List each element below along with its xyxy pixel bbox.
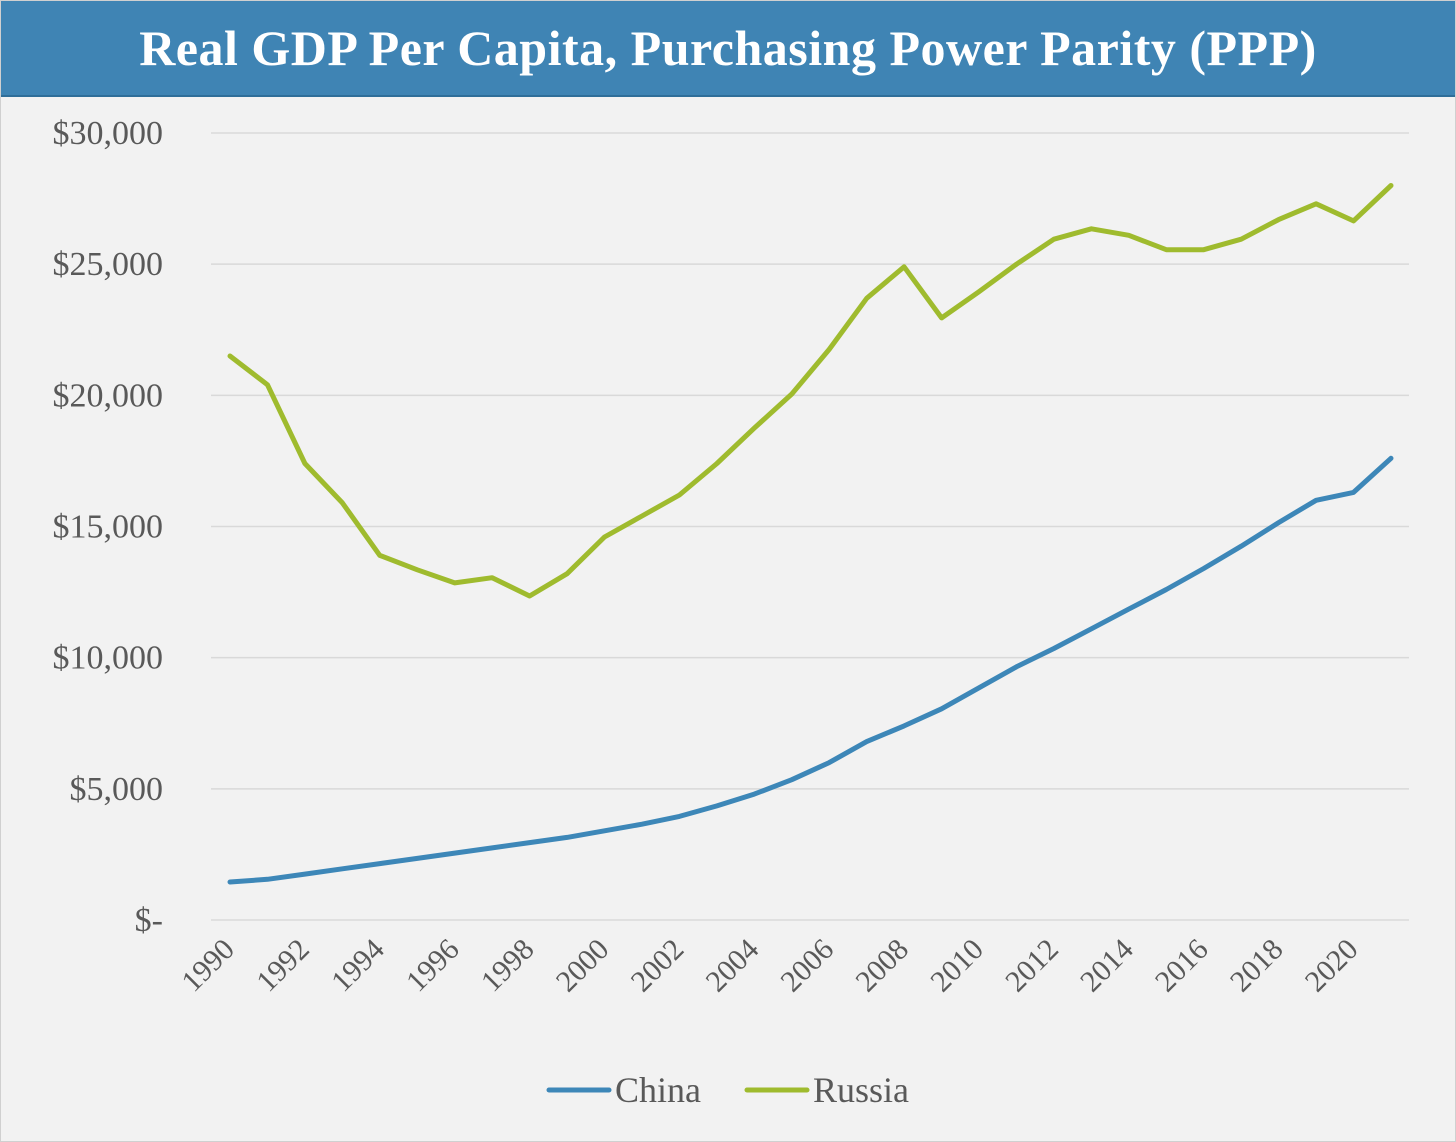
y-tick-label: $30,000 [53, 115, 164, 152]
legend-label-russia: Russia [813, 1070, 909, 1110]
x-tick-label: 2016 [1149, 933, 1215, 999]
x-tick-label: 1992 [250, 933, 316, 999]
x-tick-label: 2014 [1074, 933, 1140, 999]
gridlines [211, 132, 1409, 921]
x-tick-label: 1998 [475, 933, 541, 999]
x-tick-label: 2002 [625, 933, 691, 999]
series-line-russia [227, 183, 1394, 599]
x-tick-label: 1990 [175, 933, 241, 999]
chart-title: Real GDP Per Capita, Purchasing Power Pa… [139, 20, 1317, 76]
y-tick-label: $5,000 [70, 771, 164, 808]
legend-label-china: China [615, 1070, 701, 1110]
series-line-china [227, 455, 1394, 885]
x-tick-label: 1996 [400, 933, 466, 999]
y-tick-label: $- [135, 902, 163, 939]
x-tick-label: 2020 [1299, 933, 1365, 999]
x-tick-label: 2018 [1224, 933, 1290, 999]
y-tick-label: $20,000 [53, 377, 164, 414]
y-tick-label: $25,000 [53, 246, 164, 283]
y-axis-tick-labels: $- $5,000 $10,000 $15,000 $20,000 $25,000 $30,… [53, 115, 164, 939]
x-tick-label: 2010 [924, 933, 990, 999]
x-tick-label: 1994 [325, 933, 391, 999]
x-tick-label: 2000 [550, 933, 616, 999]
x-tick-label: 2008 [849, 933, 915, 999]
y-tick-label: $10,000 [53, 640, 164, 677]
legend: China Russia [546, 1070, 909, 1110]
x-axis-tick-labels: 1990 1992 1994 1996 1998 2000 2002 2004 2006 2008… [175, 933, 1364, 999]
series-lines [227, 183, 1394, 885]
x-tick-label: 2006 [774, 933, 840, 999]
x-tick-label: 2012 [999, 933, 1065, 999]
x-tick-label: 2004 [700, 933, 766, 999]
chart-title-bar: Real GDP Per Capita, Purchasing Power Pa… [1, 1, 1455, 97]
y-tick-label: $15,000 [53, 509, 164, 546]
